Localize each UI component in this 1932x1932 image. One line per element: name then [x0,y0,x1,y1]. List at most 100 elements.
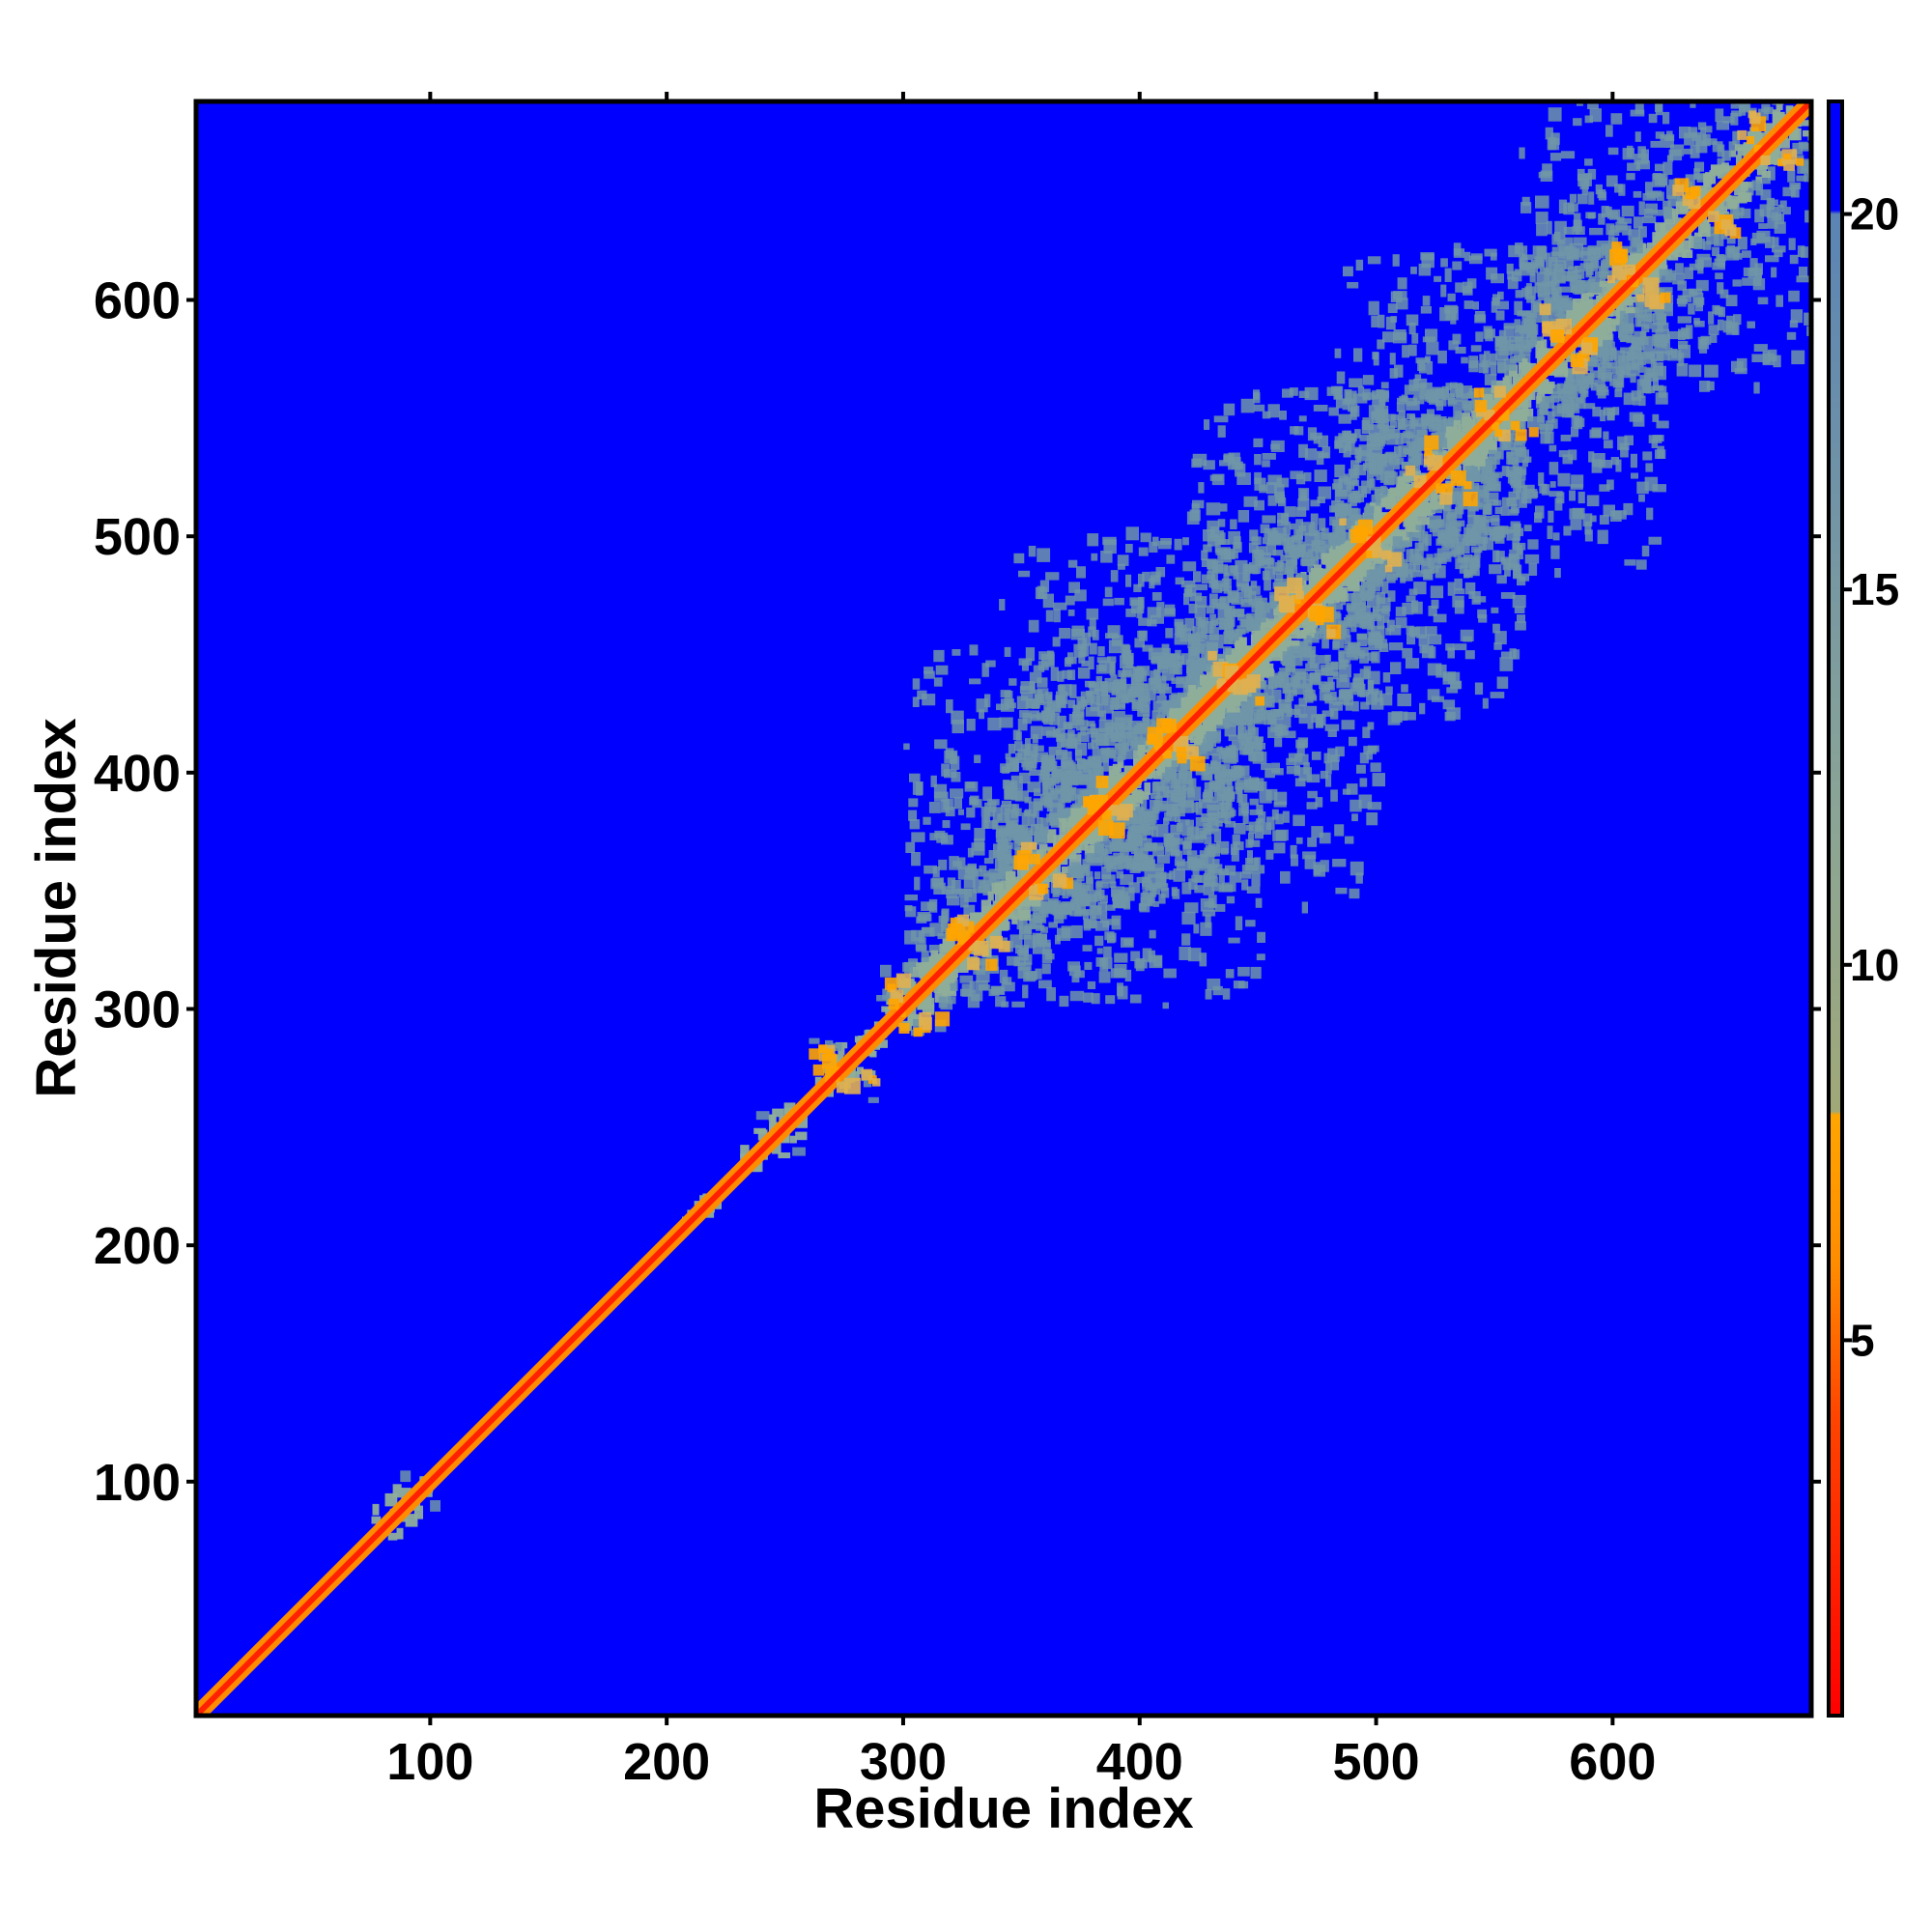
contact-cell [1206,666,1215,680]
contact-cell [1249,777,1260,790]
contact-cell [1041,963,1051,975]
contact-cell [1208,748,1219,756]
contact-cell [1313,862,1321,875]
contact-cell [930,775,937,787]
contact-cell [1298,415,1307,422]
contact-cell [967,847,974,858]
contact-cell [1491,273,1504,284]
contact-cell [1015,945,1029,954]
contact-cell [1408,379,1420,391]
contact-cell [1074,589,1087,602]
contact-cell [1467,451,1477,463]
contact-cell [867,1096,879,1103]
contact-cell [1454,400,1463,407]
contact-cell [882,988,894,1000]
contact-cell [1399,540,1409,548]
contact-cell [1191,874,1203,882]
contact-cell [1635,160,1650,170]
contact-cell [1341,578,1350,585]
contact-cell [1427,634,1442,645]
contact-cell [1400,576,1406,583]
contact-cell [1084,853,1094,862]
contact-cell [1001,800,1012,808]
contact-cell [1429,391,1438,405]
contact-cell [1140,532,1151,543]
contact-cell [1178,819,1190,826]
contact-cell [1109,731,1122,739]
contact-cell [1400,711,1408,721]
contact-cell [1271,762,1280,774]
contact-cell [1471,546,1483,554]
contact-cell [1192,626,1200,637]
contact-cell [1151,710,1161,720]
contact-cell [1304,386,1319,401]
contact-cell [1506,466,1518,477]
contact-cell [1248,585,1261,595]
contact-cell [1260,617,1268,628]
contact-cell [1101,866,1112,879]
contact-cell [1600,410,1606,422]
contact-cell [1232,835,1240,845]
contact-cell [1427,663,1442,676]
contact-cell [1123,694,1136,703]
contact-cell [1067,699,1076,709]
contact-cell [778,1152,791,1159]
contact-cell [1025,971,1037,980]
contact-cell [915,937,926,951]
contact-cell [1100,551,1113,563]
contact-cell [1604,440,1613,449]
contact-cell [1317,497,1325,503]
contact-cell [1186,583,1197,596]
contact-cell [1413,582,1427,595]
contact-cell [1067,729,1075,737]
contact-cell [1755,176,1763,184]
contact-cell [1205,635,1214,647]
contact-cell [1694,161,1705,172]
contact-cell [1788,290,1800,302]
contact-cell [1126,731,1138,747]
contact-cell [1228,937,1240,944]
contact-cell [1116,870,1123,879]
contact-cell [1759,204,1772,217]
contact-cell [1471,558,1480,570]
contact-cell [1224,625,1231,638]
contact-cell [1289,656,1303,667]
contact-cell [1069,684,1077,698]
contact-cell [1648,113,1658,124]
contact-cell [1606,479,1614,491]
contact-cell [876,995,891,1002]
contact-cell [1166,771,1178,785]
contact-cell [1103,946,1112,958]
contact-cell [1067,961,1080,972]
contact-cell [1217,519,1226,527]
contact-cell [957,809,964,815]
contact-cell [1487,441,1497,451]
contact-cell [1238,733,1247,744]
contact-cell [1390,291,1403,302]
contact-cell [1236,472,1251,485]
contact-cell [1251,872,1261,887]
contact-cell [1065,738,1078,749]
contact-cell [1587,168,1597,180]
contact-cell [1359,778,1368,787]
contact-cell [1207,642,1218,655]
contact-cell [912,678,921,690]
contact-cell [1147,607,1162,618]
contact-cell [1539,423,1548,434]
contact-cell [1548,444,1557,452]
contact-cell [1207,520,1220,533]
contact-cell [1091,739,1099,749]
contact-cell [1696,253,1711,261]
contact-cell [1588,191,1595,205]
contact-cell [935,954,942,964]
contact-cell [1032,897,1042,907]
contact-cell [1014,741,1023,752]
contact-cell [1593,359,1600,368]
contact-cell [1423,574,1434,581]
contact-cell [1768,166,1776,181]
contact-cell [1588,451,1595,463]
contact-cell [1065,595,1075,606]
contact-cell [1454,415,1462,424]
contact-cell [1403,447,1413,454]
contact-cell [1345,614,1356,627]
